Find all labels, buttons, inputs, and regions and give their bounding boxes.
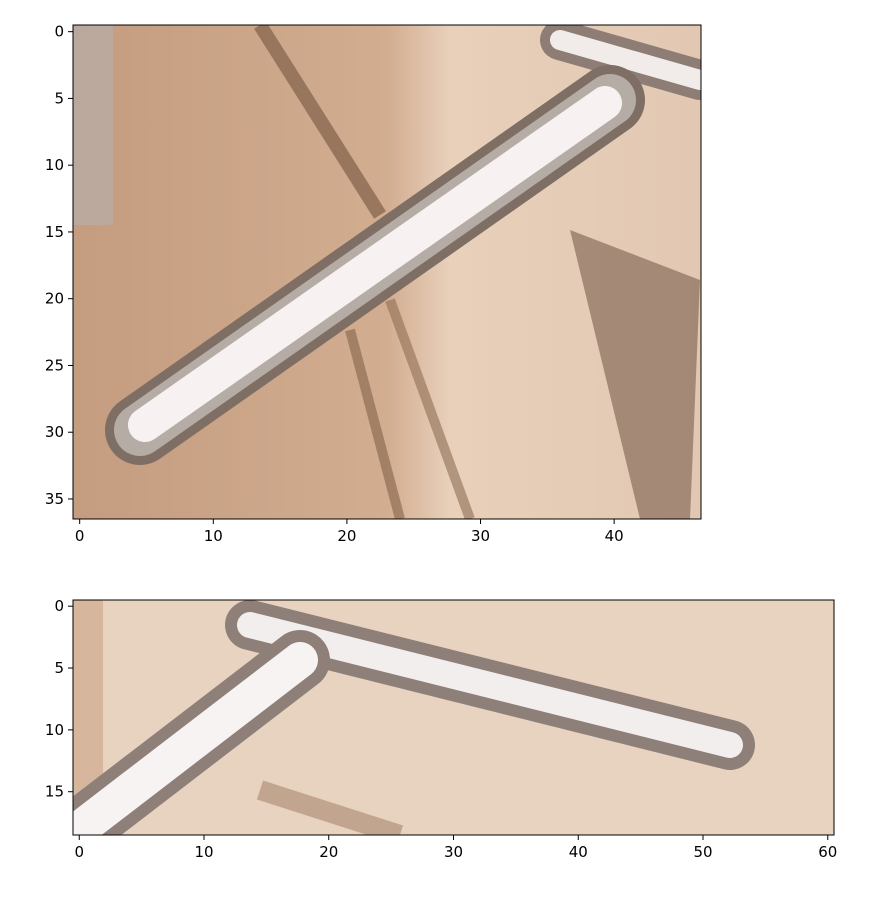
x-tick-label: 30 [471,527,490,545]
x-tick-label: 10 [204,527,223,545]
y-tick-label: 10 [45,721,64,739]
x-tick-label: 20 [319,843,338,861]
y-tick-label: 15 [45,223,64,241]
y-tick-label: 5 [54,659,64,677]
x-tick-label: 30 [444,843,463,861]
x-tick-label: 40 [569,843,588,861]
x-tick-label: 0 [75,527,85,545]
y-tick-label: 10 [45,156,64,174]
x-tick-label: 40 [605,527,624,545]
y-tick-label: 20 [45,290,64,308]
x-tick-label: 20 [337,527,356,545]
y-tick-label: 25 [45,356,64,374]
x-tick-label: 50 [693,843,712,861]
y-tick-label: 15 [45,783,64,801]
x-tick-label: 10 [194,843,213,861]
x-tick-label: 0 [74,843,84,861]
y-tick-label: 0 [54,597,64,615]
y-tick-label: 35 [45,490,64,508]
image-2 [73,600,834,835]
x-tick-label: 60 [818,843,837,861]
y-tick-label: 0 [54,23,64,41]
image-1 [73,25,701,519]
axes-frame [72,24,702,520]
y-tick-label: 30 [45,423,64,441]
y-tick-label: 5 [54,89,64,107]
